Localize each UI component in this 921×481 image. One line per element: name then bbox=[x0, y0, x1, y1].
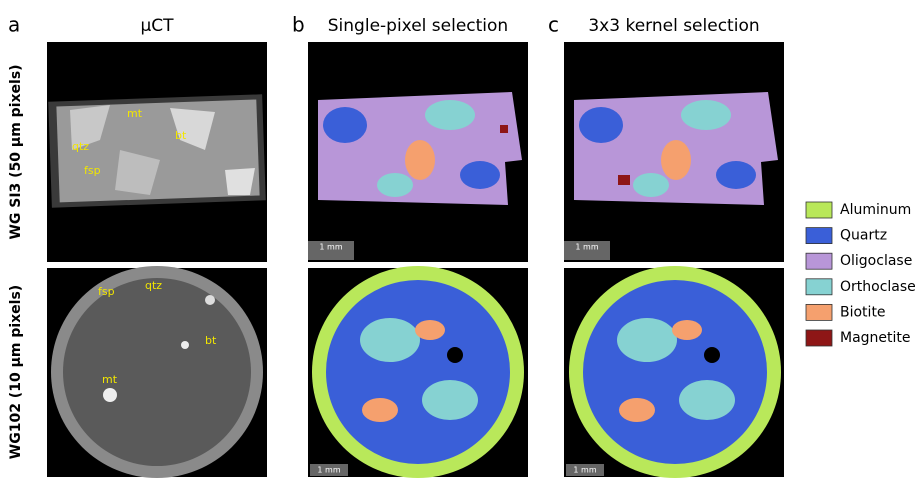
legend-swatch bbox=[806, 279, 832, 295]
annotation: mt bbox=[102, 373, 118, 386]
legend-swatch bbox=[806, 253, 832, 269]
ct-image: fsp qtz bt mt bbox=[47, 266, 267, 478]
annotation: qtz bbox=[145, 279, 162, 292]
scale-bar: 1 mm bbox=[575, 243, 598, 252]
ct-image: mt qtz bt fsp bbox=[47, 42, 267, 262]
legend: Aluminum Quartz Oligoclase Orthoclase Biotit… bbox=[806, 202, 916, 346]
legend-label: Orthoclase bbox=[840, 279, 916, 295]
legend-swatch bbox=[806, 202, 832, 218]
legend-swatch bbox=[806, 304, 832, 320]
phase-map: 1 mm bbox=[564, 266, 784, 478]
row-label: WG102 (10 μm pixels) bbox=[8, 285, 24, 459]
scale-bar: 1 mm bbox=[573, 466, 596, 475]
phase-map: 1 mm bbox=[564, 42, 784, 262]
panel-title: μCT bbox=[140, 16, 174, 36]
phase-map: 1 mm bbox=[308, 266, 528, 478]
legend-label: Biotite bbox=[840, 304, 886, 320]
phase-map: 1 mm bbox=[308, 42, 528, 262]
annotation: bt bbox=[175, 129, 187, 142]
scale-bar: 1 mm bbox=[317, 466, 340, 475]
panel-letter: c bbox=[548, 13, 559, 37]
panel-letter: a bbox=[8, 13, 20, 37]
scale-bar: 1 mm bbox=[319, 243, 342, 252]
panel-letter: b bbox=[292, 13, 305, 37]
row-label: WG SI3 (50 μm pixels) bbox=[8, 64, 24, 239]
annotation: fsp bbox=[98, 285, 115, 298]
annotation: bt bbox=[205, 334, 217, 347]
annotation: fsp bbox=[84, 164, 101, 177]
legend-swatch bbox=[806, 228, 832, 244]
figure: a μCT b Single-pixel selection c 3x3 ker… bbox=[0, 0, 921, 481]
legend-label: Magnetite bbox=[840, 330, 911, 346]
legend-label: Aluminum bbox=[840, 202, 911, 218]
legend-swatch bbox=[806, 330, 832, 346]
panel-title: Single-pixel selection bbox=[328, 16, 508, 36]
legend-label: Quartz bbox=[840, 228, 887, 244]
legend-label: Oligoclase bbox=[840, 253, 912, 269]
annotation: qtz bbox=[72, 140, 89, 153]
annotation: mt bbox=[127, 107, 143, 120]
panel-title: 3x3 kernel selection bbox=[588, 16, 759, 36]
